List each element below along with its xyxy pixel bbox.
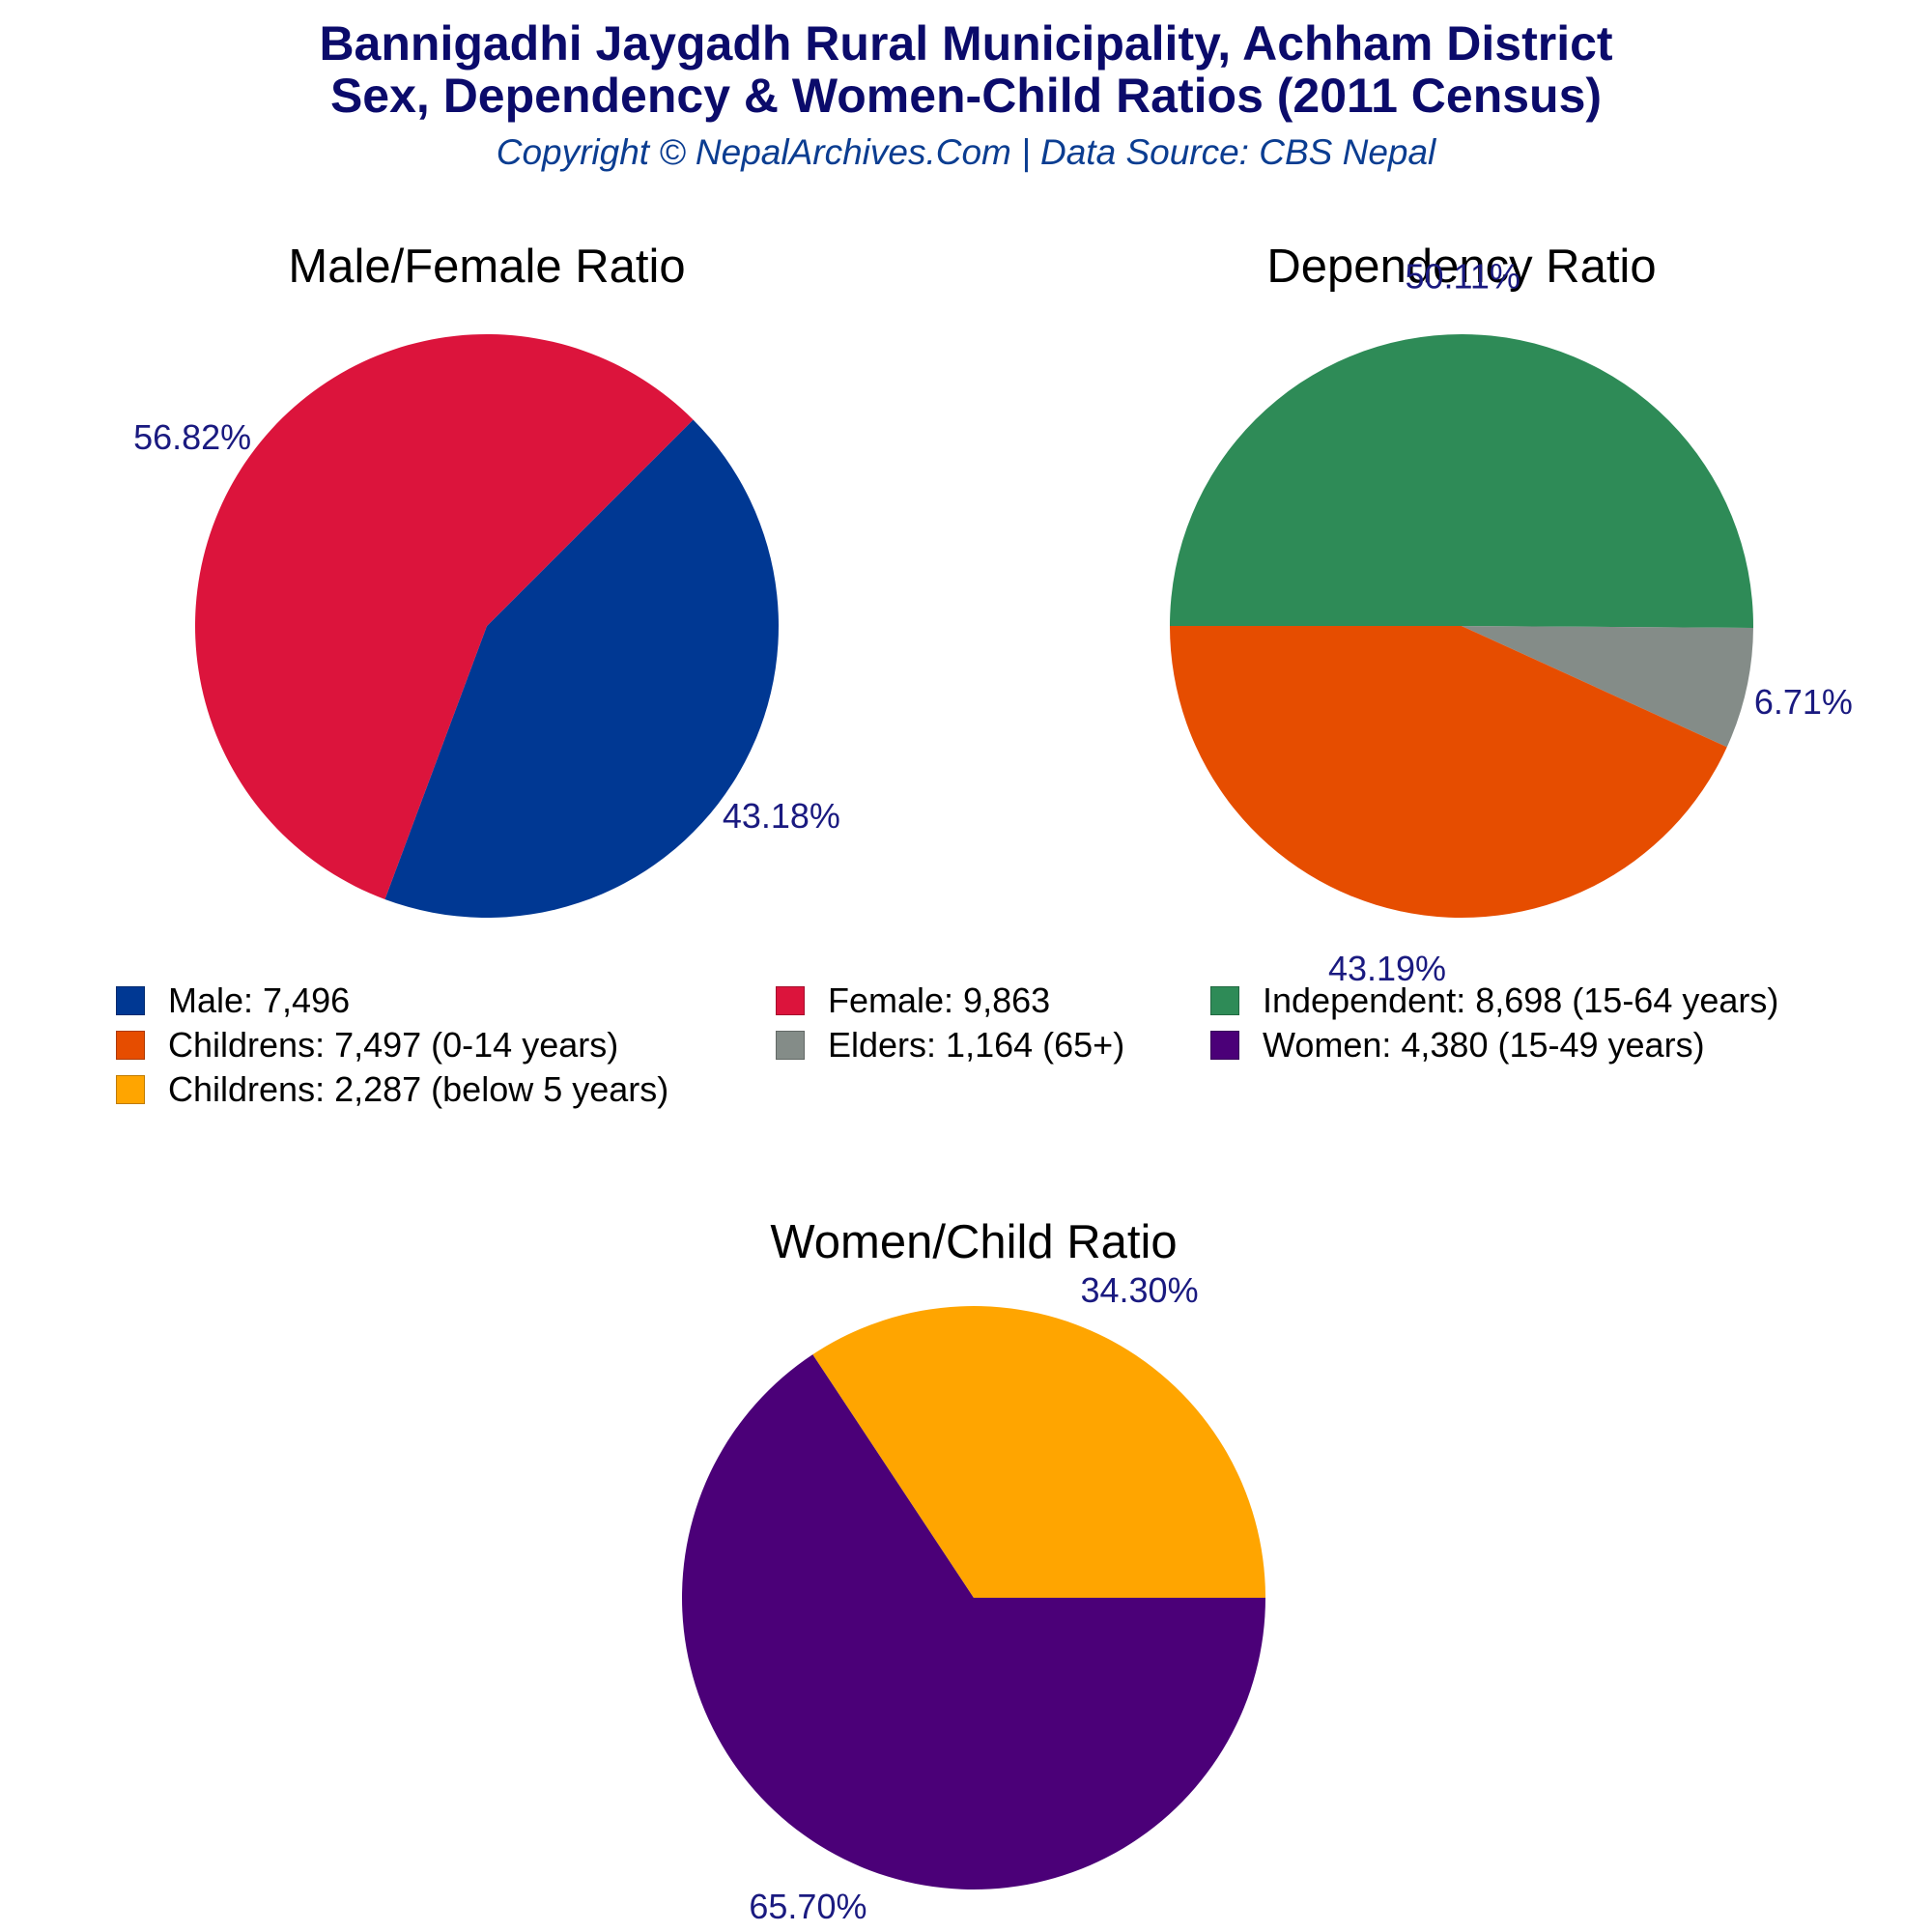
pie-slice-women [682, 1354, 1265, 1890]
pie-chart-women-child-ratio: Women/Child Ratio 65.70% 34.30% [682, 1216, 1265, 1926]
legend-item-childrens: Childrens: 7,497 (0-14 years) [116, 1023, 618, 1067]
legend-item-male: Male: 7,496 [116, 979, 350, 1023]
pie-title: Male/Female Ratio [288, 241, 685, 293]
legend-swatch [1210, 986, 1239, 1015]
pie-percent-label: 34.30% [1080, 1270, 1198, 1310]
pie-title: Dependency Ratio [1266, 241, 1656, 293]
legend-swatch [116, 986, 145, 1015]
pie-percent-label: 43.19% [1328, 949, 1446, 988]
legend-label: Independent: 8,698 (15-64 years) [1263, 980, 1779, 1020]
legend-swatch [776, 986, 805, 1015]
legend-item-elders: Elders: 1,164 (65+) [776, 1023, 1124, 1067]
pie-percent-label: 50.11% [1405, 257, 1520, 297]
pie-slice-independent [1170, 334, 1753, 629]
legend-swatch [1210, 1031, 1239, 1060]
pie-percent-label: 6.71% [1754, 682, 1853, 722]
chart-header: Bannigadhi Jaygadh Rural Municipality, A… [0, 17, 1932, 174]
legend-label: Male: 7,496 [168, 980, 351, 1020]
pie-slice-childrens [812, 1306, 1265, 1598]
page-subtitle: Copyright © NepalArchives.Com | Data Sou… [496, 132, 1436, 172]
page-title-line-1: Bannigadhi Jaygadh Rural Municipality, A… [319, 16, 1613, 71]
pie-slice-male [384, 419, 780, 919]
legend-label: Elders: 1,164 (65+) [828, 1025, 1125, 1065]
legend-label: Women: 4,380 (15-49 years) [1263, 1025, 1705, 1065]
pie-chart-male-female-ratio: Male/Female Ratio 43.18% 56.82% [133, 241, 840, 919]
legend-swatch [116, 1075, 145, 1104]
legend-item-independent: Independent: 8,698 (15-64 years) [1210, 979, 1778, 1023]
pie-slice-female [195, 334, 694, 899]
pie-percent-label: 65.70% [749, 1887, 867, 1926]
legend-label: Childrens: 7,497 (0-14 years) [168, 1025, 619, 1065]
legend-swatch [776, 1031, 805, 1060]
legend-item-women: Women: 4,380 (15-49 years) [1210, 1023, 1705, 1067]
pie-slice-childrens [1170, 626, 1727, 918]
pie-percent-label: 43.18% [723, 796, 840, 836]
legend-item-childrens: Childrens: 2,287 (below 5 years) [116, 1067, 668, 1112]
pie-percent-label: 56.82% [133, 417, 251, 457]
page-title-line-2: Sex, Dependency & Women-Child Ratios (20… [329, 69, 1603, 123]
legend-label: Female: 9,863 [828, 980, 1051, 1020]
legend-item-female: Female: 9,863 [776, 979, 1050, 1023]
legend-label: Childrens: 2,287 (below 5 years) [168, 1069, 669, 1109]
legend-swatch [116, 1031, 145, 1060]
pie-title: Women/Child Ratio [770, 1216, 1177, 1268]
pie-slice-elders [1462, 626, 1753, 748]
